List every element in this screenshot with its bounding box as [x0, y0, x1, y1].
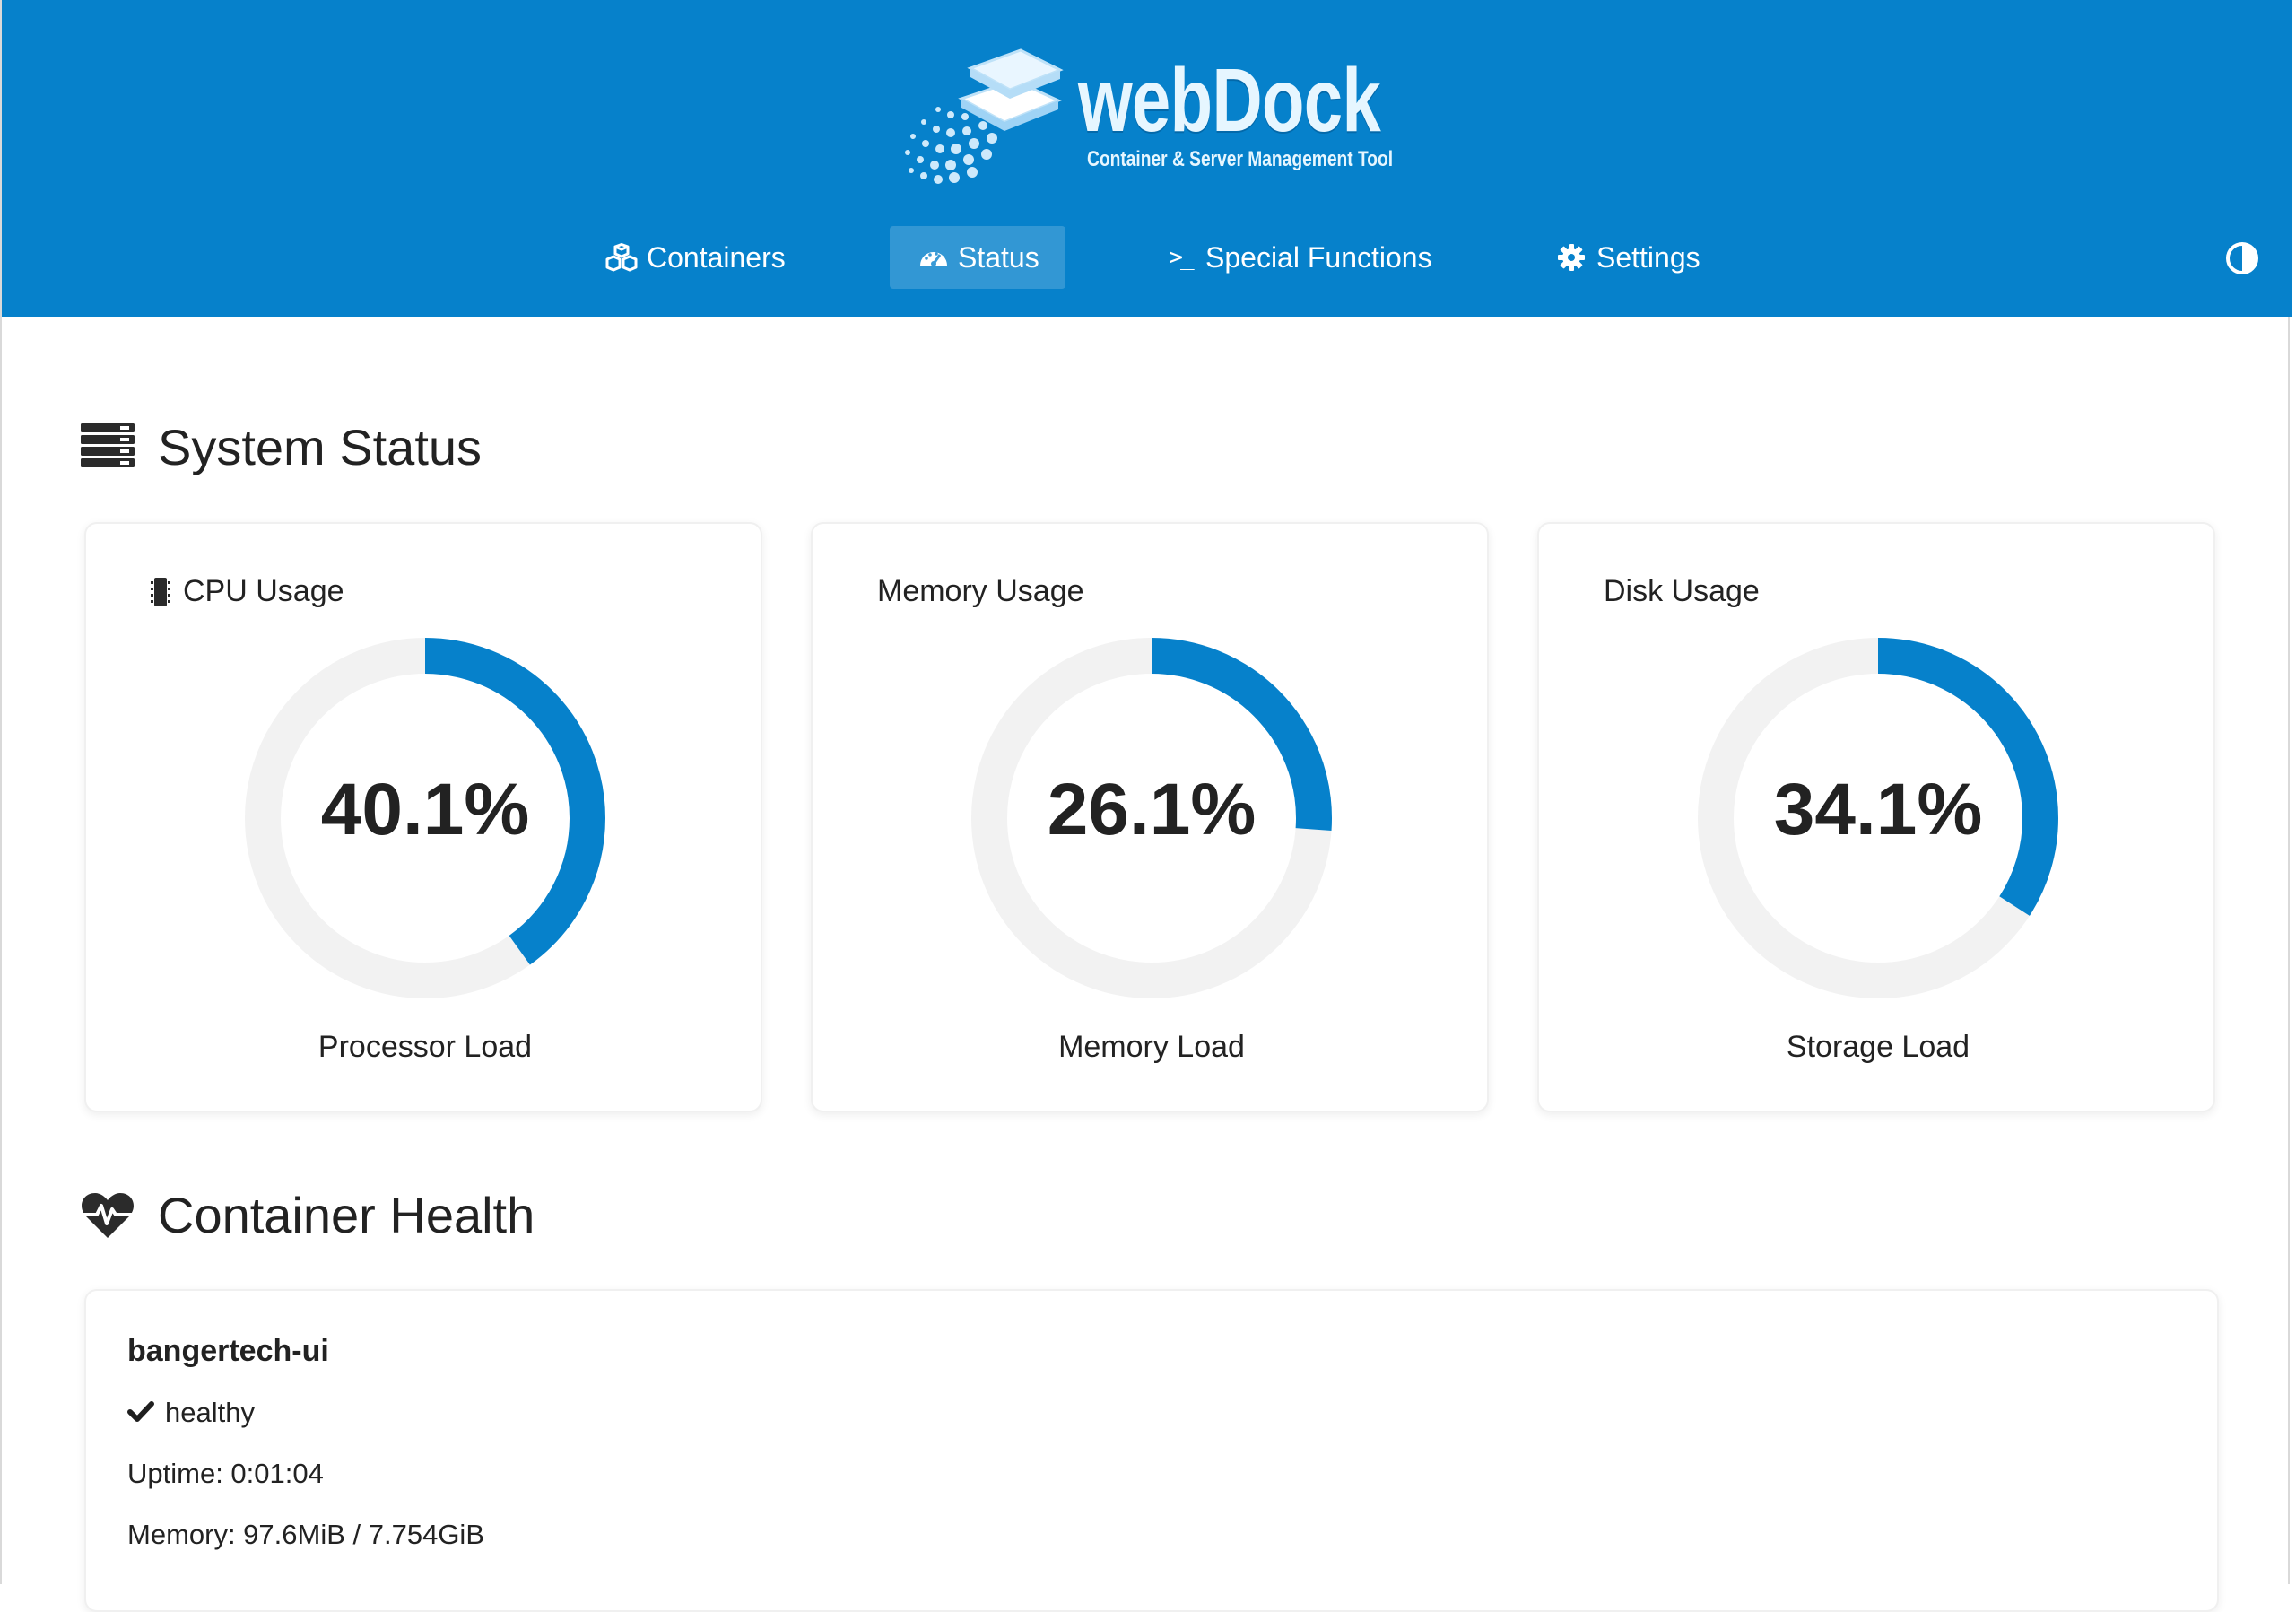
microchip-icon: [151, 577, 170, 607]
app-logo[interactable]: webDock Container & Server Management To…: [899, 36, 1410, 188]
nav-special-functions-label: Special Functions: [1205, 240, 1432, 274]
memory-usage-label: Memory Usage: [877, 574, 1084, 608]
logo-stack-icon: [905, 48, 1064, 184]
cpu-usage-title: CPU Usage: [151, 574, 344, 609]
nav-settings[interactable]: Settings: [1526, 226, 1729, 289]
container-status-label: healthy: [165, 1397, 255, 1428]
theme-toggle-button[interactable]: [2224, 240, 2260, 276]
server-icon: [81, 423, 136, 472]
check-icon: [127, 1400, 154, 1425]
container-status: healthy: [127, 1397, 255, 1429]
memory-gauge-arc: [971, 638, 1332, 998]
terminal-icon: >_: [1169, 244, 1194, 271]
container-health-title: Container Health: [158, 1187, 535, 1243]
gauge-icon: [918, 241, 949, 274]
cpu-usage-card: CPU Usage 40.1% Processor Load: [84, 522, 762, 1112]
container-uptime: Uptime: 0:01:04: [127, 1458, 324, 1489]
contrast-icon: [2226, 242, 2258, 274]
logo-title: webDock: [1078, 50, 1381, 151]
memory-usage-title: Memory Usage: [877, 574, 1084, 609]
gear-icon: [1555, 241, 1587, 274]
container-name: bangertech-ui: [127, 1334, 329, 1368]
cpu-usage-value: 40.1%: [320, 769, 530, 850]
memory-usage-caption: Memory Load: [1058, 1030, 1245, 1064]
nav-containers-label: Containers: [647, 240, 786, 274]
logo-tagline: Container & Server Management Tool: [1087, 147, 1394, 171]
nav-settings-label: Settings: [1596, 240, 1700, 274]
system-status-title: System Status: [158, 419, 483, 475]
nav-status-label: Status: [958, 240, 1039, 274]
cubes-icon: [605, 241, 638, 274]
nav-containers[interactable]: Containers: [577, 226, 814, 289]
disk-usage-title: Disk Usage: [1604, 574, 1760, 609]
cpu-gauge: [245, 638, 605, 998]
memory-gauge: [971, 638, 1332, 998]
container-memory: Memory: 97.6MiB / 7.754GiB: [127, 1519, 484, 1550]
disk-gauge: [1698, 638, 2058, 998]
container-health-heading: Container Health: [81, 1186, 535, 1244]
nav-special-functions[interactable]: >_ Special Functions: [1135, 226, 1461, 289]
disk-usage-label: Disk Usage: [1604, 574, 1760, 608]
cpu-usage-label: CPU Usage: [183, 574, 344, 608]
system-status-heading: System Status: [81, 418, 482, 476]
disk-gauge-arc: [1698, 638, 2058, 998]
top-header: webDock Container & Server Management To…: [2, 0, 2292, 317]
disk-usage-card: Disk Usage 34.1% Storage Load: [1537, 522, 2215, 1112]
memory-usage-value: 26.1%: [1047, 769, 1257, 850]
cpu-gauge-arc: [245, 638, 605, 998]
disk-usage-caption: Storage Load: [1786, 1030, 1970, 1064]
disk-usage-value: 34.1%: [1773, 769, 1983, 850]
cpu-usage-caption: Processor Load: [317, 1030, 533, 1064]
nav-status[interactable]: Status: [890, 226, 1065, 289]
heartbeat-icon: [81, 1191, 136, 1240]
container-card: bangertech-ui healthy Uptime: 0:01:04 Me…: [84, 1289, 2219, 1612]
memory-usage-card: Memory Usage 26.1% Memory Load: [811, 522, 1489, 1112]
